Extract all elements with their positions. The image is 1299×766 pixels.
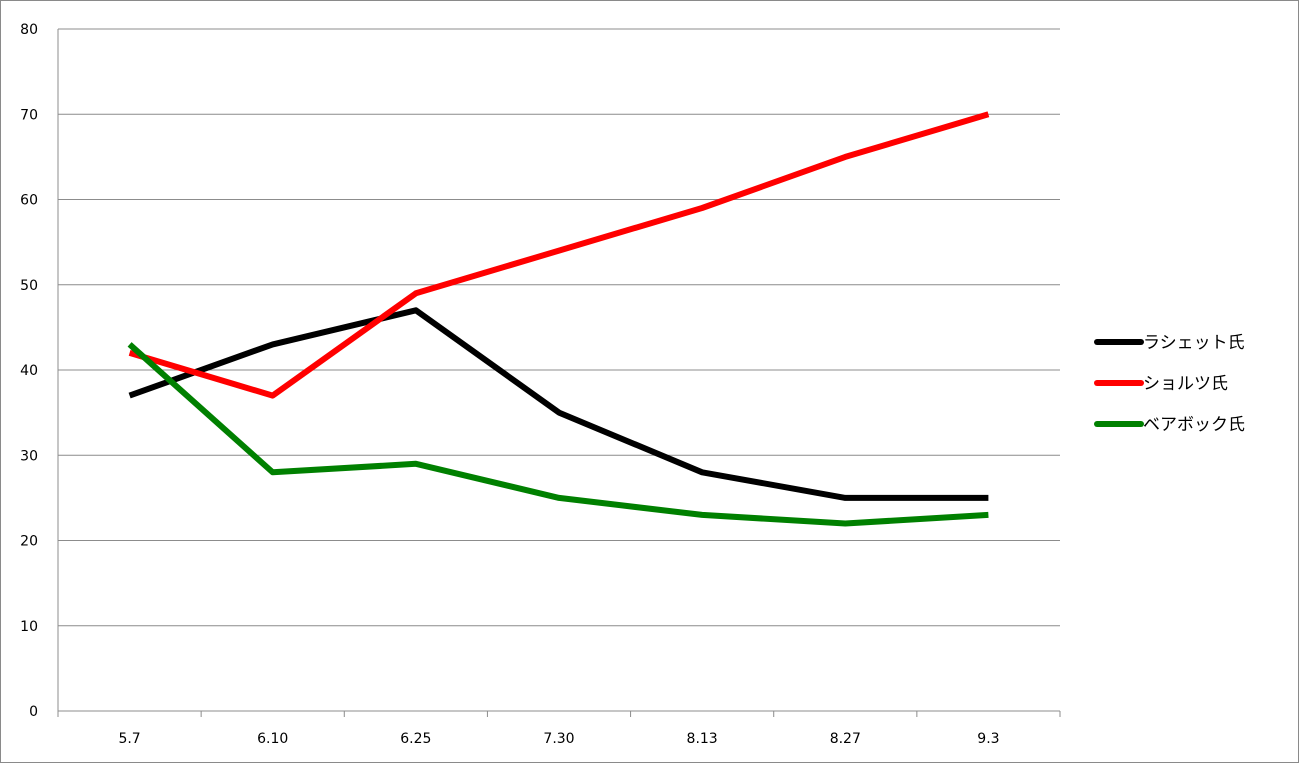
- legend-label-2: ショルツ氏: [1143, 374, 1228, 394]
- series-lines: [127, 111, 990, 527]
- y-tick-label: 20: [20, 534, 38, 550]
- axes: [57, 29, 1061, 717]
- x-tick-label: 6.10: [257, 731, 288, 747]
- y-tick-label: 0: [29, 704, 38, 720]
- series-line-2: [128, 111, 990, 399]
- legend-label-1: ラシェット氏: [1143, 333, 1245, 353]
- y-tick-label: 30: [20, 448, 38, 464]
- x-tick-label: 8.27: [830, 731, 861, 747]
- x-tick-label: 7.30: [543, 731, 574, 747]
- y-tick-label: 40: [20, 363, 38, 379]
- x-tick-label: 9.3: [977, 731, 999, 747]
- legend-label-3: ベアボック氏: [1143, 415, 1245, 435]
- y-tick-label: 10: [20, 619, 38, 635]
- y-tick-label: 70: [20, 107, 38, 123]
- y-axis-ticks: 0 10 20 30 40 50 60 70 80: [20, 22, 38, 720]
- y-tick-label: 50: [20, 278, 38, 294]
- y-tick-label: 60: [20, 193, 38, 209]
- x-tick-label: 5.7: [118, 731, 140, 747]
- x-axis-ticks: 5.7 6.10 6.25 7.30 8.13 8.27 9.3: [118, 731, 999, 747]
- gridlines: [58, 28, 1060, 627]
- series-line-3: [127, 342, 989, 527]
- series-line-1: [128, 307, 989, 501]
- y-tick-label: 80: [20, 22, 38, 38]
- x-tick-label: 6.25: [400, 731, 431, 747]
- x-tick-label: 8.13: [687, 731, 718, 747]
